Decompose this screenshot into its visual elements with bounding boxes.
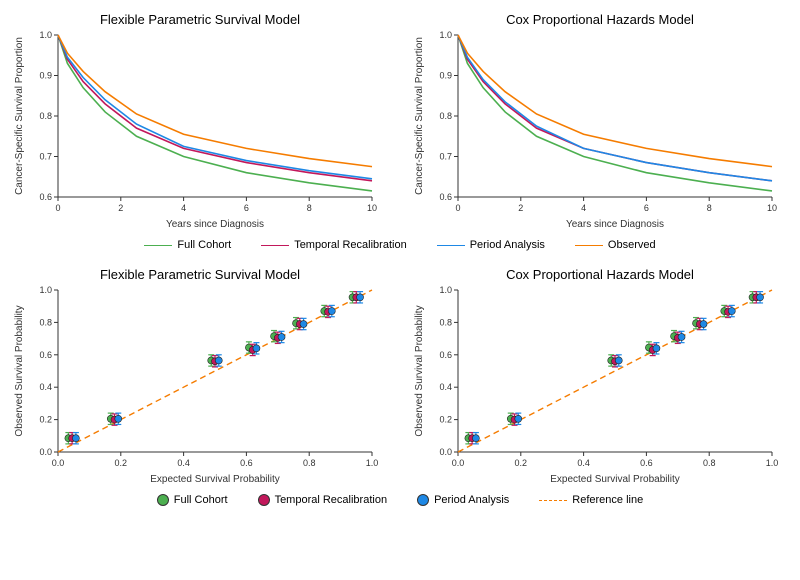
svg-text:0.2: 0.2 bbox=[439, 415, 452, 425]
legend-item: Full Cohort bbox=[144, 239, 231, 251]
svg-text:0.9: 0.9 bbox=[39, 71, 52, 81]
legend-label: Full Cohort bbox=[174, 494, 228, 506]
legend-item: Full Cohort bbox=[157, 494, 228, 506]
legend-swatch-dot bbox=[258, 494, 270, 506]
svg-text:0.6: 0.6 bbox=[39, 192, 52, 202]
chart-svg: 0.0 0.2 0.4 0.6 0.8 1.0 0.0 0.2 0.4 0.6 0.8 1.0 Expe… bbox=[410, 286, 780, 486]
panel-top-left: Flexible Parametric Survival Model 0 2 4 6 8… bbox=[10, 10, 390, 231]
legend-label: Reference line bbox=[572, 494, 643, 506]
legend-item: Temporal Recalibration bbox=[258, 494, 388, 506]
svg-text:0.0: 0.0 bbox=[52, 458, 65, 468]
svg-text:0.8: 0.8 bbox=[703, 458, 716, 468]
chart-svg: 0.0 0.2 0.4 0.6 0.8 1.0 0.0 0.2 0.4 0.6 0.8 1.0 Expe… bbox=[10, 286, 380, 486]
legend-label: Observed bbox=[608, 239, 656, 251]
svg-text:0.2: 0.2 bbox=[115, 458, 128, 468]
svg-text:0.7: 0.7 bbox=[439, 152, 452, 162]
panel-bottom-right: Cox Proportional Hazards Model 0.0 0.2 0.4… bbox=[410, 265, 790, 486]
panel-title: Cox Proportional Hazards Model bbox=[410, 12, 790, 27]
svg-text:1.0: 1.0 bbox=[439, 31, 452, 40]
svg-text:0.9: 0.9 bbox=[439, 71, 452, 81]
svg-text:0.6: 0.6 bbox=[439, 350, 452, 360]
svg-text:10: 10 bbox=[767, 203, 777, 213]
svg-text:6: 6 bbox=[244, 203, 249, 213]
svg-text:0.2: 0.2 bbox=[515, 458, 528, 468]
legend-swatch-line bbox=[144, 245, 172, 246]
svg-text:2: 2 bbox=[118, 203, 123, 213]
svg-text:2: 2 bbox=[518, 203, 523, 213]
legend-swatch-dash bbox=[539, 500, 567, 501]
svg-text:Years since Diagnosis: Years since Diagnosis bbox=[566, 219, 664, 230]
svg-text:0.4: 0.4 bbox=[177, 458, 190, 468]
panel-title: Flexible Parametric Survival Model bbox=[10, 267, 390, 282]
legend-swatch-dot bbox=[157, 494, 169, 506]
legend-top: Full Cohort Temporal Recalibration Period … bbox=[10, 235, 790, 261]
svg-text:6: 6 bbox=[644, 203, 649, 213]
panel-top-right: Cox Proportional Hazards Model 0 2 4 6 8 10 0.… bbox=[410, 10, 790, 231]
svg-text:0.6: 0.6 bbox=[439, 192, 452, 202]
svg-text:0.6: 0.6 bbox=[640, 458, 653, 468]
legend-label: Temporal Recalibration bbox=[275, 494, 388, 506]
legend-label: Period Analysis bbox=[470, 239, 545, 251]
svg-text:0.4: 0.4 bbox=[39, 382, 52, 392]
svg-text:1.0: 1.0 bbox=[766, 458, 779, 468]
svg-text:0.6: 0.6 bbox=[240, 458, 253, 468]
svg-text:8: 8 bbox=[307, 203, 312, 213]
legend-item: Period Analysis bbox=[417, 494, 509, 506]
svg-text:Expected Survival Probability: Expected Survival Probability bbox=[150, 474, 280, 485]
svg-text:Cancer-Specific Survival Propo: Cancer-Specific Survival Proportion bbox=[414, 37, 425, 195]
svg-text:0.8: 0.8 bbox=[439, 111, 452, 121]
legend-item: Temporal Recalibration bbox=[261, 239, 407, 251]
legend-item: Period Analysis bbox=[437, 239, 545, 251]
svg-text:Years since Diagnosis: Years since Diagnosis bbox=[166, 219, 264, 230]
svg-text:0.2: 0.2 bbox=[39, 415, 52, 425]
svg-text:0.8: 0.8 bbox=[39, 111, 52, 121]
legend-swatch-line bbox=[261, 245, 289, 246]
legend-label: Temporal Recalibration bbox=[294, 239, 407, 251]
legend-swatch-line bbox=[437, 245, 465, 246]
svg-text:0.8: 0.8 bbox=[303, 458, 316, 468]
svg-text:0: 0 bbox=[55, 203, 60, 213]
svg-text:0.0: 0.0 bbox=[439, 447, 452, 457]
svg-text:4: 4 bbox=[181, 203, 186, 213]
svg-text:1.0: 1.0 bbox=[366, 458, 379, 468]
svg-text:Expected Survival Probability: Expected Survival Probability bbox=[550, 474, 680, 485]
chart-svg: 0 2 4 6 8 10 0.6 0.7 0.8 0.9 1.0 Years since Diagno… bbox=[410, 31, 780, 231]
svg-text:0.4: 0.4 bbox=[577, 458, 590, 468]
svg-text:10: 10 bbox=[367, 203, 377, 213]
svg-text:Observed Survival Probability: Observed Survival Probability bbox=[14, 305, 25, 436]
figure-grid: Flexible Parametric Survival Model 0 2 4 6 8… bbox=[10, 10, 790, 516]
panel-title: Cox Proportional Hazards Model bbox=[410, 267, 790, 282]
svg-text:Observed Survival Probability: Observed Survival Probability bbox=[414, 305, 425, 436]
panel-bottom-left: Flexible Parametric Survival Model 0.00.… bbox=[10, 265, 390, 486]
svg-text:1.0: 1.0 bbox=[39, 31, 52, 40]
legend-label: Period Analysis bbox=[434, 494, 509, 506]
svg-text:4: 4 bbox=[581, 203, 586, 213]
svg-text:0.8: 0.8 bbox=[439, 317, 452, 327]
svg-text:0.0: 0.0 bbox=[452, 458, 465, 468]
legend-item: Observed bbox=[575, 239, 656, 251]
legend-swatch-dot bbox=[417, 494, 429, 506]
svg-text:0.0: 0.0 bbox=[39, 447, 52, 457]
svg-text:1.0: 1.0 bbox=[439, 286, 452, 295]
svg-text:0.6: 0.6 bbox=[39, 350, 52, 360]
legend-label: Full Cohort bbox=[177, 239, 231, 251]
panel-title: Flexible Parametric Survival Model bbox=[10, 12, 390, 27]
svg-text:0: 0 bbox=[455, 203, 460, 213]
legend-swatch-line bbox=[575, 245, 603, 246]
svg-text:1.0: 1.0 bbox=[39, 286, 52, 295]
svg-text:0.7: 0.7 bbox=[39, 152, 52, 162]
svg-text:0.4: 0.4 bbox=[439, 382, 452, 392]
legend-bottom: Full Cohort Temporal Recalibration Period … bbox=[10, 490, 790, 516]
chart-svg: 0 2 4 6 8 10 0.6 0.7 0.8 0.9 1.0 Years since Diagno… bbox=[10, 31, 380, 231]
svg-text:Cancer-Specific Survival Propo: Cancer-Specific Survival Proportion bbox=[14, 37, 25, 195]
svg-text:0.8: 0.8 bbox=[39, 317, 52, 327]
svg-text:8: 8 bbox=[707, 203, 712, 213]
legend-item: Reference line bbox=[539, 494, 643, 506]
